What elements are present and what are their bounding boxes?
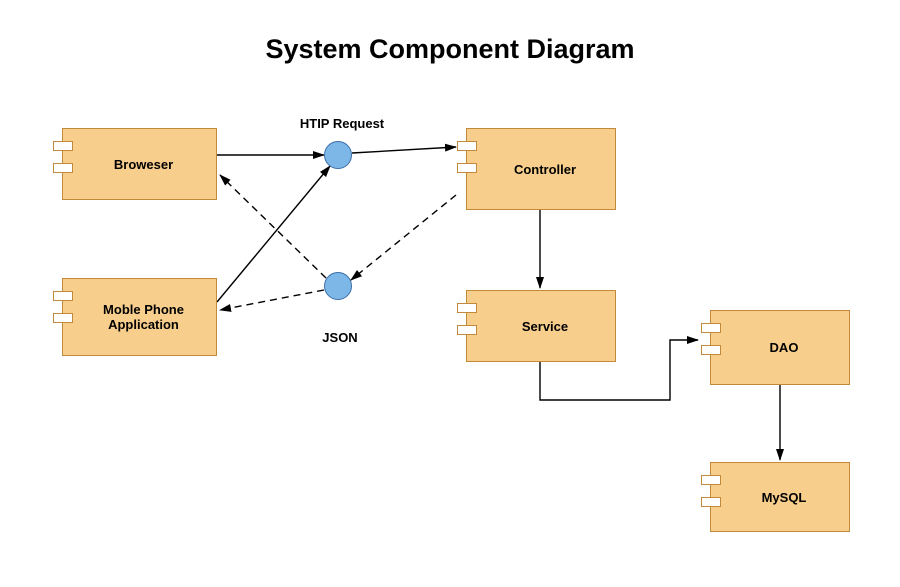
component-label: Moble Phone Application [89,302,190,332]
component-port-icon [457,163,477,173]
component-label: DAO [756,340,805,355]
component-mobile: Moble Phone Application [62,278,217,356]
component-port-icon [53,313,73,323]
component-service: Service [466,290,616,362]
diagram-title: System Component Diagram [0,34,900,65]
component-port-icon [53,141,73,151]
edge-json-left2-to-mobile-right2 [220,290,324,310]
edge-controller-left2-to-json-right [351,195,456,280]
edge-mobile-right-to-http-bottom [217,166,330,302]
component-port-icon [701,345,721,355]
component-label: Broweser [100,157,179,172]
component-mysql: MySQL [710,462,850,532]
component-port-icon [701,497,721,507]
interface-label-http: HTIP Request [282,116,402,131]
component-port-icon [457,325,477,335]
component-dao: DAO [710,310,850,385]
component-label: Controller [500,162,582,177]
component-port-icon [53,291,73,301]
component-label: MySQL [748,490,813,505]
component-port-icon [701,475,721,485]
component-label: Service [508,319,574,334]
interface-label-json: JSON [300,330,380,345]
component-controller: Controller [466,128,616,210]
component-browser: Broweser [62,128,217,200]
component-port-icon [457,141,477,151]
interface-json [324,272,352,300]
edge-json-left-to-browser-right2 [220,175,326,278]
component-port-icon [457,303,477,313]
edge-http-right-to-controller-left [352,147,456,153]
interface-http [324,141,352,169]
component-port-icon [701,323,721,333]
component-port-icon [53,163,73,173]
